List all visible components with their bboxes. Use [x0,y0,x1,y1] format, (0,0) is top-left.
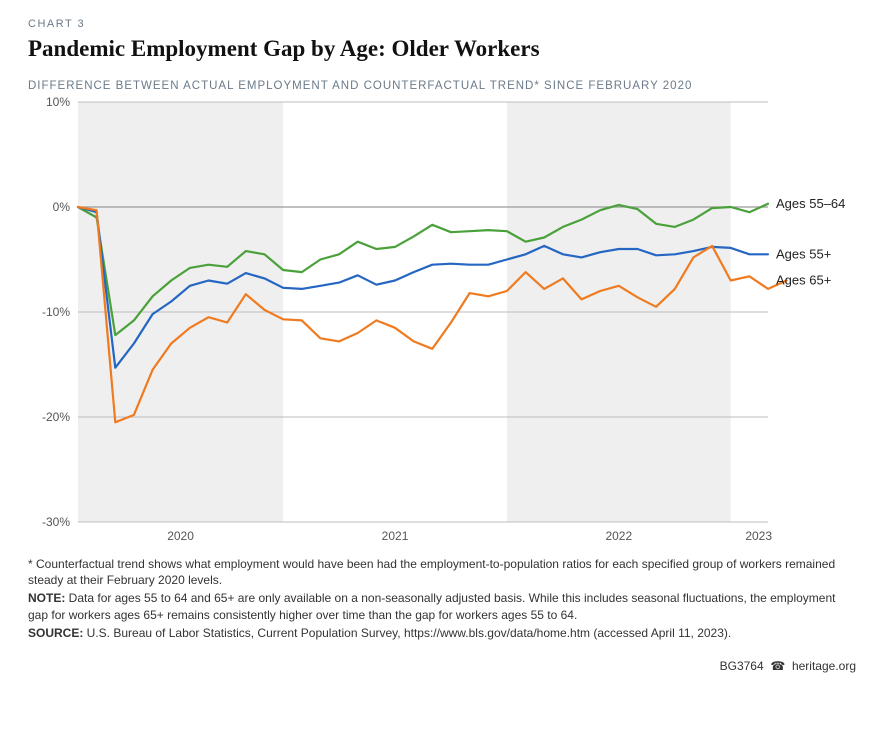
footnote-note: NOTE: Data for ages 55 to 64 and 65+ are… [28,590,856,622]
bell-icon: ☎ [770,659,785,673]
note-text: Data for ages 55 to 64 and 65+ are only … [28,591,835,621]
footnote-counterfactual: * Counterfactual trend shows what employ… [28,556,856,588]
chart-subtitle: DIFFERENCE BETWEEN ACTUAL EMPLOYMENT AND… [28,80,856,92]
line-chart: 10% 0% -10% -20% -30% 2020 2021 2022 2023 Ages 55… [28,96,856,544]
y-tick-label: -20% [42,410,70,424]
x-tick-label: 2021 [382,529,409,543]
credit-id: BG3764 [720,659,764,673]
chart-svg: 10% 0% -10% -20% -30% 2020 2021 2022 2023 Ages 55… [28,96,856,544]
source-label: SOURCE: [28,626,83,640]
credit-line: BG3764 ☎ heritage.org [28,659,856,673]
x-tick-label: 2023 [745,529,772,543]
series-label: Ages 55–64 [776,196,845,211]
x-tick-label: 2022 [605,529,632,543]
note-label: NOTE: [28,591,65,605]
y-tick-label: -10% [42,305,70,319]
chart-title: Pandemic Employment Gap by Age: Older Wo… [28,36,856,62]
y-tick-label: 10% [46,96,70,109]
x-tick-label: 2020 [167,529,194,543]
footnote-source: SOURCE: U.S. Bureau of Labor Statistics,… [28,625,856,641]
y-tick-label: 0% [53,200,71,214]
series-label: Ages 65+ [776,273,831,288]
series-label: Ages 55+ [776,246,831,261]
source-text: U.S. Bureau of Labor Statistics, Current… [83,626,731,640]
credit-site: heritage.org [792,659,856,673]
y-tick-label: -30% [42,515,70,529]
footnotes: * Counterfactual trend shows what employ… [28,556,856,641]
chart-number-label: CHART 3 [28,18,856,30]
